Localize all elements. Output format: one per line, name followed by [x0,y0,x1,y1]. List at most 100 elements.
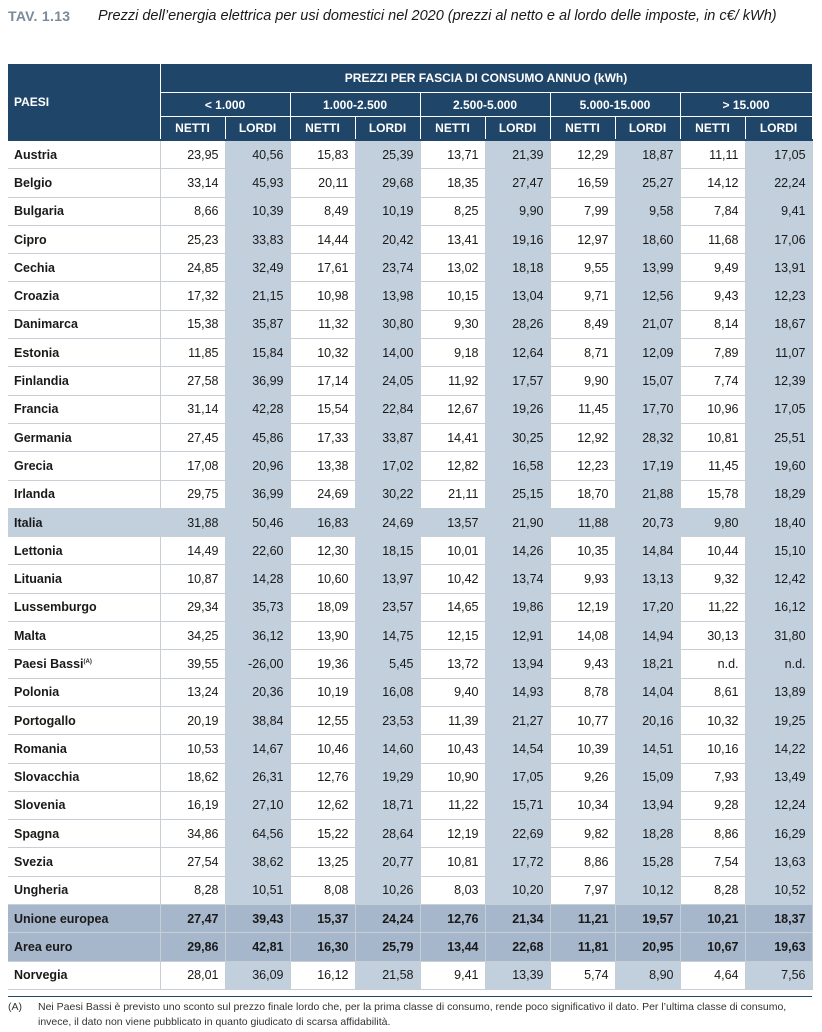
note-divider [8,996,812,997]
table-row: Area euro 29,86 42,81 16,30 25,79 13,44 22,68 1… [8,932,813,962]
netti-cell: 16,83 [289,507,356,538]
netti-cell: 17,08 [159,451,226,481]
country-cell: Austria [8,139,161,170]
lordi-cell: 13,98 [354,281,421,311]
netti-cell: 7,74 [679,366,746,396]
country-cell: Italia [8,507,161,538]
country-name: Paesi Bassi [14,656,84,671]
netti-cell: 5,74 [549,960,616,990]
netti-cell: 10,90 [419,762,486,792]
netti-cell: 8,78 [549,677,616,707]
netti-cell: 39,55 [159,649,226,679]
netti-cell: 12,19 [549,592,616,623]
netti-cell: 15,78 [679,479,746,509]
netti-cell: 12,23 [549,451,616,481]
netti-cell: 9,26 [549,762,616,792]
country-cell: Finlandia [8,366,161,396]
country-cell: Bulgaria [8,196,161,226]
lordi-cell: 33,83 [224,224,291,255]
netti-cell: 19,36 [289,649,356,679]
netti-cell: 18,35 [419,168,486,198]
netti-cell: 10,19 [289,677,356,707]
netti-cell: 11,22 [679,592,746,623]
country-name: Lituania [14,572,62,587]
table-row: Romania 10,53 14,67 10,46 14,60 10,43 14,54 10,… [8,734,813,764]
country-cell: Danimarca [8,309,161,340]
lordi-cell: 14,00 [354,338,421,368]
netti-cell: 10,46 [289,734,356,764]
netti-cell: 8,25 [419,196,486,226]
lordi-cell: 9,58 [614,196,681,226]
lordi-cell: 17,72 [484,847,551,877]
lordi-cell: 15,07 [614,366,681,396]
netti-cell: 8,61 [679,677,746,707]
lordi-cell: 30,22 [354,479,421,509]
lordi-cell: 21,88 [614,479,681,509]
country-name: Spagna [14,826,60,841]
lordi-cell: 21,07 [614,309,681,340]
lordi-cell: 23,53 [354,705,421,736]
table-row: Danimarca 15,38 35,87 11,32 30,80 9,30 28,26 8,… [8,309,813,340]
lordi-cell: 14,22 [744,734,813,764]
netti-cell: 9,55 [549,253,616,283]
lordi-cell: 50,46 [224,507,291,538]
netti-cell: 27,45 [159,422,226,453]
lordi-cell: 13,49 [744,762,813,792]
lordi-cell: 10,12 [614,875,681,906]
lordi-cell: 24,69 [354,507,421,538]
lordi-cell: 29,68 [354,168,421,198]
lordi-cell: 13,99 [614,253,681,283]
country-name: Lussemburgo [14,600,97,615]
netti-cell: 27,58 [159,366,226,396]
country-name: Belgio [14,175,53,190]
lordi-cell: 13,97 [354,564,421,594]
lordi-cell: 10,52 [744,875,813,906]
netti-cell: 11,22 [419,790,486,821]
netti-cell: 11,32 [289,309,356,340]
netti-cell: 8,86 [679,819,746,849]
lordi-cell: 20,16 [614,705,681,736]
lordi-cell: 14,28 [224,564,291,594]
netti-cell: 8,86 [549,847,616,877]
lordi-cell: 18,71 [354,790,421,821]
footnote-text: Nei Paesi Bassi è previsto uno sconto su… [38,1001,787,1028]
lordi-cell: 12,39 [744,366,813,396]
country-cell: Paesi Bassi(A) [8,649,161,679]
netti-cell: 9,49 [679,253,746,283]
lordi-cell: 23,74 [354,253,421,283]
fascia-header: 2.500-5.000 [419,92,551,117]
country-name: Estonia [14,345,60,360]
lordi-cell: 12,91 [484,621,551,651]
country-name: Malta [14,628,46,643]
netti-cell: 8,71 [549,338,616,368]
lordi-cell: 18,67 [744,309,813,340]
table-row: Slovacchia 18,62 26,31 12,76 19,29 10,90 17,05… [8,762,813,792]
netti-cell: 8,14 [679,309,746,340]
lordi-cell: 35,87 [224,309,291,340]
netti-cell: 17,33 [289,422,356,453]
netti-cell: 33,14 [159,168,226,198]
netti-cell: 12,76 [289,762,356,792]
lordi-cell: 14,51 [614,734,681,764]
netti-cell: 7,54 [679,847,746,877]
energy-price-table: PAESI PREZZI PER FASCIA DI CONSUMO ANNUO… [8,63,813,990]
netti-cell: 24,69 [289,479,356,509]
lordi-cell: 22,60 [224,536,291,566]
lordi-header: LORDI [484,116,551,141]
lordi-cell: 17,05 [484,762,551,792]
lordi-cell: 22,24 [744,168,813,198]
netti-cell: 14,08 [549,621,616,651]
netti-cell: 13,57 [419,507,486,538]
netti-cell: 10,53 [159,734,226,764]
table-row: Croazia 17,32 21,15 10,98 13,98 10,15 13,04 9,7… [8,281,813,311]
netti-cell: n.d. [679,649,746,679]
netti-cell: 11,68 [679,224,746,255]
netti-cell: 10,32 [289,338,356,368]
lordi-cell: 27,47 [484,168,551,198]
lordi-cell: 25,27 [614,168,681,198]
lordi-cell: 12,42 [744,564,813,594]
netti-cell: 12,97 [549,224,616,255]
lordi-cell: 14,75 [354,621,421,651]
lordi-cell: 17,05 [744,139,813,170]
lordi-cell: 25,15 [484,479,551,509]
